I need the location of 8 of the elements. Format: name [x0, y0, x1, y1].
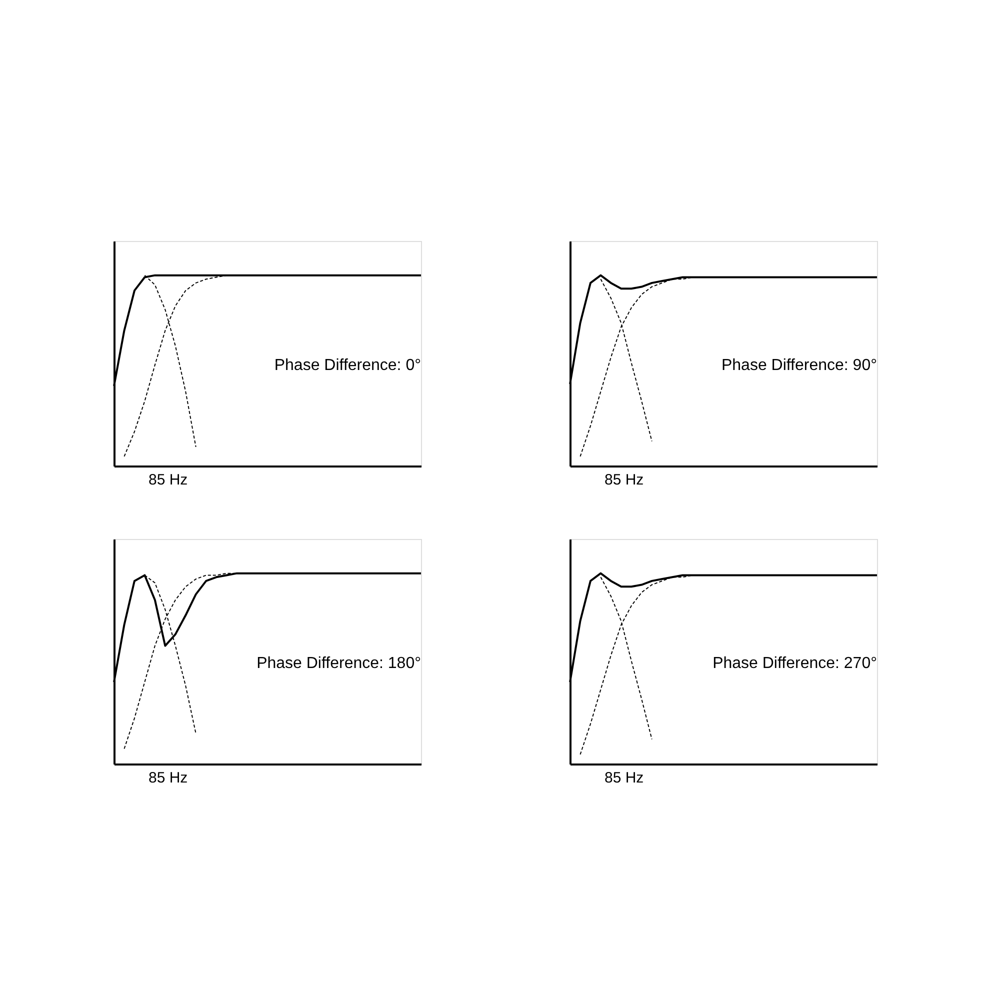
annotation: Phase Difference: 180°: [256, 655, 421, 672]
annotation: Phase Difference: 90°: [721, 357, 877, 374]
x-axis-title: 85 Hz: [148, 770, 188, 786]
x-axis-title: 85 Hz: [604, 472, 644, 488]
annotation: Phase Difference: 270°: [712, 655, 877, 672]
x-axis-title: 85 Hz: [604, 770, 644, 786]
annotation: Phase Difference: 0°: [274, 357, 421, 374]
x-axis-title: 85 Hz: [148, 472, 188, 488]
